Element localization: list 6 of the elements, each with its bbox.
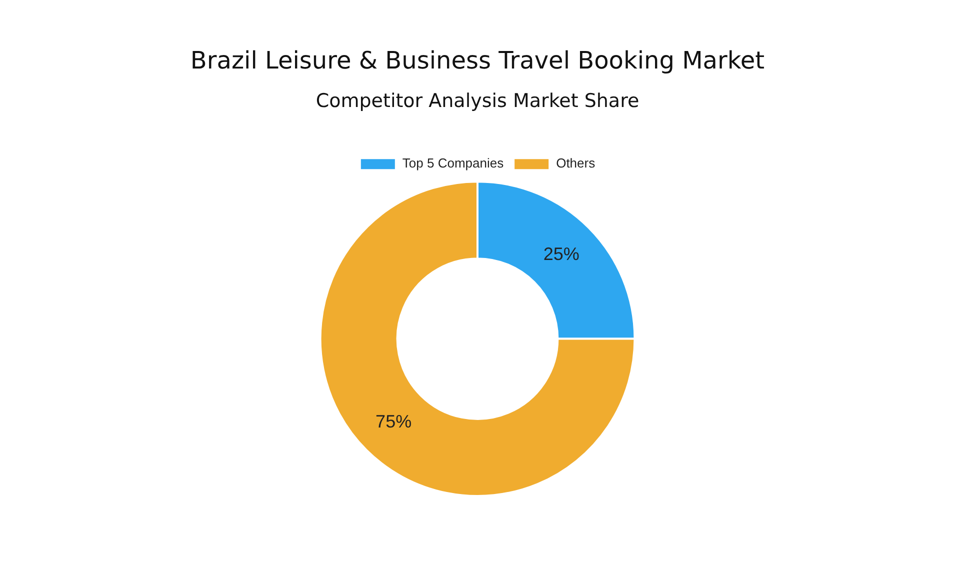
chart-title: Brazil Leisure & Business Travel Booking Market [190,46,765,75]
data-label: 75% [376,412,412,432]
legend-label: Others [556,156,596,171]
chart-subtitle: Competitor Analysis Market Share [316,90,640,112]
legend-label: Top 5 Companies [402,156,504,171]
data-label: 25% [543,244,580,264]
